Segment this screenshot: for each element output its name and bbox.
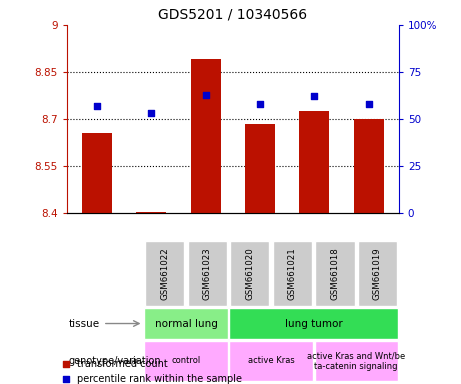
Text: active Kras and Wnt/be
ta-catenin signaling: active Kras and Wnt/be ta-catenin signal… <box>307 351 405 371</box>
Point <box>311 93 318 99</box>
Text: GSM661018: GSM661018 <box>331 247 339 300</box>
Bar <box>188 241 227 306</box>
Bar <box>145 241 184 306</box>
Text: GSM661021: GSM661021 <box>288 247 297 300</box>
Point <box>93 103 100 109</box>
Bar <box>136 212 166 213</box>
Text: control: control <box>171 356 201 366</box>
Text: genotype/variation: genotype/variation <box>69 356 162 366</box>
Text: transformed count: transformed count <box>77 359 168 369</box>
Bar <box>144 341 228 381</box>
Bar <box>230 341 313 381</box>
Point <box>63 361 70 367</box>
Text: GSM661022: GSM661022 <box>160 247 169 300</box>
Bar <box>230 308 398 339</box>
Text: GSM661019: GSM661019 <box>373 247 382 300</box>
Bar <box>354 119 384 213</box>
Text: GSM661020: GSM661020 <box>245 247 254 300</box>
Text: active Kras: active Kras <box>248 356 295 366</box>
Bar <box>245 124 275 213</box>
Bar <box>300 111 330 213</box>
Title: GDS5201 / 10340566: GDS5201 / 10340566 <box>158 7 307 21</box>
Bar <box>315 241 355 306</box>
Bar <box>82 133 112 213</box>
Bar <box>230 241 269 306</box>
Bar <box>144 308 228 339</box>
Bar <box>191 60 220 213</box>
Bar <box>314 341 398 381</box>
Point <box>202 91 209 98</box>
Text: percentile rank within the sample: percentile rank within the sample <box>77 374 242 384</box>
Point <box>63 376 70 382</box>
Text: normal lung: normal lung <box>154 318 218 329</box>
Bar <box>273 241 312 306</box>
Text: lung tumor: lung tumor <box>285 318 343 329</box>
Point <box>365 101 372 107</box>
Bar <box>358 241 397 306</box>
Point <box>256 101 264 107</box>
Text: GSM661023: GSM661023 <box>203 247 212 300</box>
Point <box>148 110 155 116</box>
Text: tissue: tissue <box>69 318 139 329</box>
